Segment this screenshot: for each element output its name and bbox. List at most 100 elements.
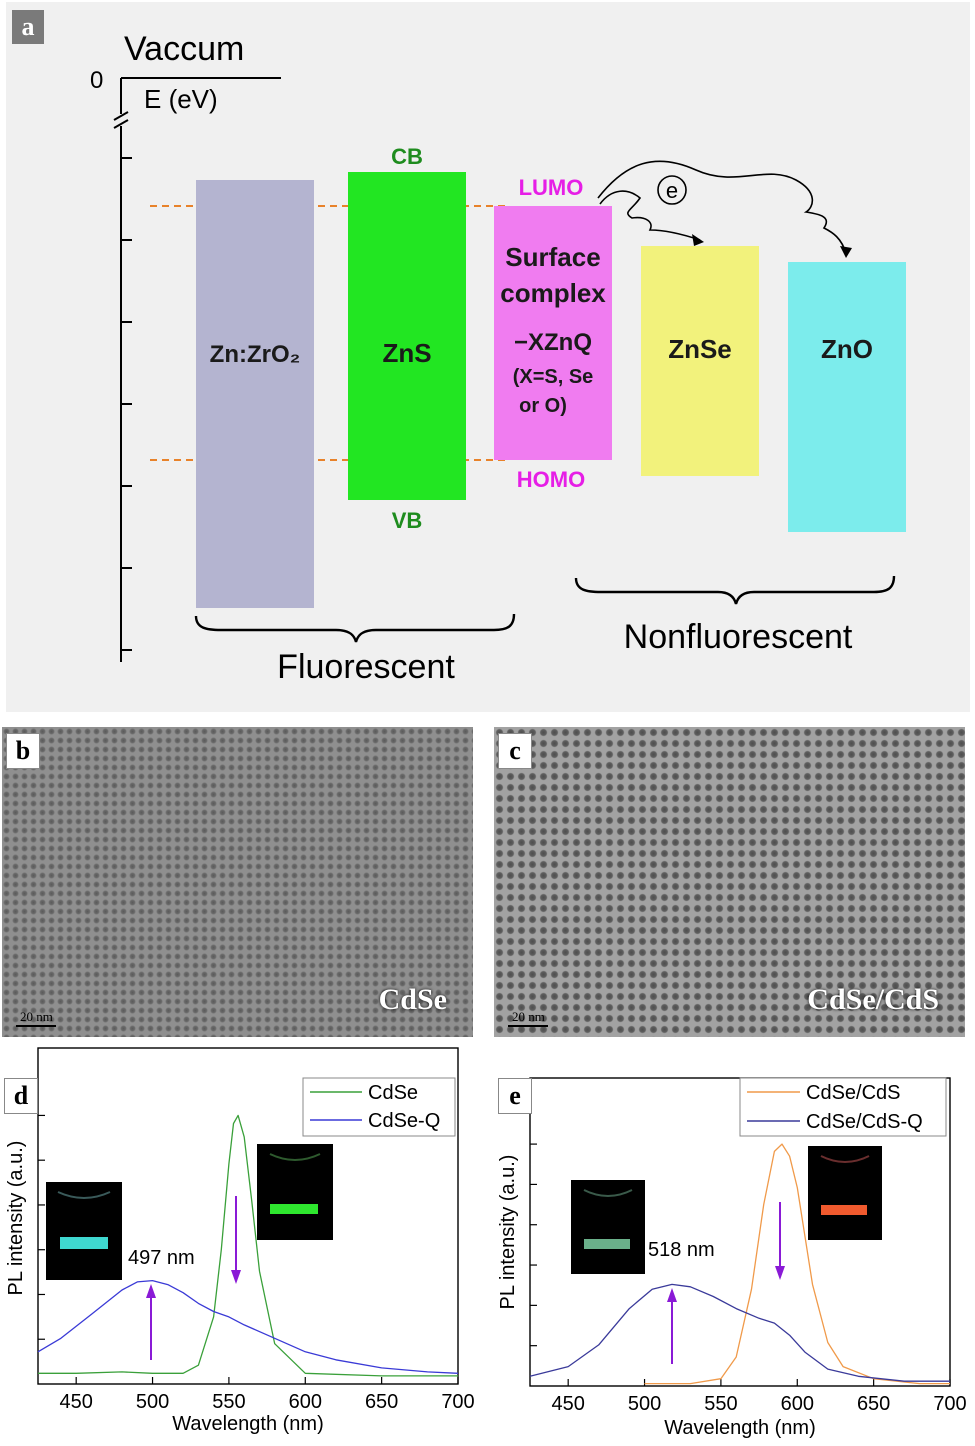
x-ticks-d: 450 500 550 600 650 700 (59, 1377, 475, 1413)
zero-label: 0 (90, 67, 103, 94)
tem-image-cdse-cds: c CdSe/CdS 20 nm (494, 727, 965, 1037)
legend-d (302, 1077, 456, 1137)
vb-label: VB (392, 508, 423, 533)
series-group-d (37, 1114, 459, 1377)
zrzro2-label: Zn:ZrO₂ (210, 341, 301, 368)
cuvette-glow-e-right (821, 1205, 867, 1215)
tem-image-cdse: b CdSe 20 nm (2, 727, 473, 1037)
tem-label-cdse-cds: CdSe/CdS (807, 983, 939, 1016)
electron-circle (657, 175, 687, 205)
cuvette-inset-e-left (571, 1180, 645, 1274)
fluorescent-label: Fluorescent (277, 648, 455, 686)
down-arrowhead-d (231, 1270, 241, 1284)
cuvette-glow-d-right (270, 1204, 318, 1214)
electron-path-to-znse (599, 190, 701, 241)
series-line-e-1 (529, 1283, 950, 1382)
surface-label-line4: (X=S, Se (513, 366, 594, 388)
energy-diagram-svg: Vaccum 0 E (eV) Zn:ZrO₂ ZnS Surface comp… (90, 30, 906, 686)
lumo-label: LUMO (519, 175, 584, 200)
cuvette-meniscus-d-right (269, 1153, 321, 1161)
panel-label-e: e (498, 1078, 532, 1114)
series-line-d-0 (38, 1114, 458, 1377)
fluorescent-brace (194, 613, 516, 643)
zno-block (788, 262, 906, 532)
surface-label-line2: complex (500, 278, 606, 308)
panel-label-c: c (498, 733, 532, 769)
nonfluorescent-brace (574, 575, 896, 605)
surface-complex-block (494, 206, 612, 460)
axis-break-2 (113, 119, 129, 129)
x-tick-label-e-0: 450 (551, 1393, 584, 1415)
homo-label: HOMO (517, 467, 585, 492)
annotation-d: 497 nm (128, 1247, 195, 1269)
y-axis-label-e: PL intensity (a.u.) (497, 1155, 519, 1310)
cuvette-meniscus-e-right (820, 1155, 870, 1163)
x-tick-label-d-5: 700 (441, 1391, 474, 1413)
axis-ticks (121, 157, 132, 651)
annotation-e: 518 nm (648, 1239, 715, 1261)
zns-block (348, 172, 466, 500)
x-tick-label-e-3: 600 (781, 1393, 814, 1415)
zrzro2-block (196, 180, 314, 608)
axis-break-1 (113, 111, 129, 121)
scale-bar-b (16, 1025, 56, 1027)
x-tick-label-d-4: 650 (365, 1391, 398, 1413)
x-axis-label-e: Wavelength (nm) (664, 1417, 816, 1439)
scale-text-c: 20 nm (512, 1009, 545, 1024)
x-tick-label-d-1: 500 (136, 1391, 169, 1413)
cuvette-meniscus-d-left (57, 1191, 111, 1199)
legend-entry-d-1: CdSe-Q (368, 1110, 440, 1132)
series-line-e-0 (644, 1143, 950, 1385)
cuvette-inset-d-left (46, 1182, 122, 1280)
arrowhead-zno (840, 246, 852, 258)
pl-chart-e: 450 500 550 600 650 700 518 nm CdSe/CdS CdSe/… (497, 1077, 967, 1439)
series-group-e (529, 1143, 950, 1385)
cuvette-inset-d-right (257, 1144, 333, 1240)
panel-label-a: a (12, 10, 44, 44)
energy-level-diagram: Vaccum 0 E (eV) Zn:ZrO₂ ZnS Surface comp… (6, 2, 970, 712)
cuvette-inset-e-right (808, 1146, 882, 1240)
vacuum-label: Vaccum (124, 30, 244, 68)
znse-block (641, 246, 759, 476)
surface-label-line1: Surface (505, 242, 600, 272)
x-tick-label-d-2: 550 (212, 1391, 245, 1413)
x-tick-label-d-3: 600 (289, 1391, 322, 1413)
x-ticks-e: 450 500 550 600 650 700 (551, 1379, 967, 1415)
cb-label: CB (391, 144, 423, 169)
x-tick-label-e-1: 500 (628, 1393, 661, 1415)
zno-label: ZnO (821, 334, 873, 364)
tem-label-cdse: CdSe (378, 983, 447, 1016)
x-axis-label-d: Wavelength (nm) (172, 1413, 324, 1435)
nonfluorescent-label: Nonfluorescent (624, 618, 853, 656)
electron-path-to-zno (597, 160, 847, 255)
surface-label-line5: or O) (519, 395, 567, 417)
y-axis-label-d: PL intensity (a.u.) (5, 1141, 27, 1296)
up-arrowhead-d (146, 1284, 156, 1298)
legend-entry-e-1: CdSe/CdS-Q (806, 1111, 923, 1133)
x-tick-label-e-5: 700 (933, 1393, 966, 1415)
panel-label-b: b (6, 733, 40, 769)
scale-text-b: 20 nm (20, 1009, 53, 1024)
pl-chart-d: 450 500 550 600 650 700 497 nm CdSe CdSe-Q Wa… (5, 1047, 475, 1435)
cuvette-meniscus-e-left (583, 1189, 633, 1197)
cuvette-glow-e-left (584, 1239, 630, 1249)
scale-bar-c (508, 1025, 548, 1027)
series-line-d-1 (37, 1279, 459, 1374)
x-tick-label-e-2: 550 (704, 1393, 737, 1415)
arrowhead-znse (692, 234, 704, 246)
y-ticks-e (530, 1143, 537, 1347)
x-tick-label-d-0: 450 (59, 1391, 92, 1413)
znse-label: ZnSe (668, 334, 732, 364)
surface-label-line3: −XZnQ (514, 329, 592, 356)
down-arrowhead-e (775, 1266, 785, 1280)
cuvette-glow-d-left (60, 1237, 108, 1249)
y-ticks-d (38, 1114, 45, 1340)
panel-label-d: d (4, 1078, 38, 1114)
legend-entry-e-0: CdSe/CdS (806, 1082, 901, 1104)
legend-e (739, 1077, 947, 1137)
axis-label: E (eV) (144, 84, 218, 114)
electron-label: e (666, 178, 678, 203)
legend-entry-d-0: CdSe (368, 1082, 418, 1104)
x-tick-label-e-4: 650 (857, 1393, 890, 1415)
up-arrowhead-e (667, 1288, 677, 1302)
